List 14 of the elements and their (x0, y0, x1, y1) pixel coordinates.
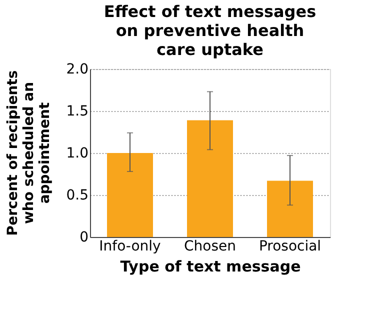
bar (187, 120, 233, 237)
y-tick-label: 2.0 (66, 62, 88, 78)
chart-title: Effect of text messages on preventive health care uptake (104, 2, 316, 59)
y-tick-label: 1.0 (66, 146, 88, 162)
x-tick-label: Info-only (99, 238, 161, 254)
bar (267, 180, 313, 237)
y-tick-label: 0 (80, 230, 88, 246)
y-axis-title: Percent of recipients who scheduled an appointment (5, 70, 53, 236)
x-tick-label: Chosen (184, 238, 236, 254)
x-axis-title: Type of text message (120, 258, 301, 276)
x-tick-label: Prosocial (258, 238, 322, 254)
bar (107, 153, 153, 237)
y-tick-label: 1.5 (66, 104, 88, 120)
y-tick-label: 0.5 (66, 188, 88, 204)
